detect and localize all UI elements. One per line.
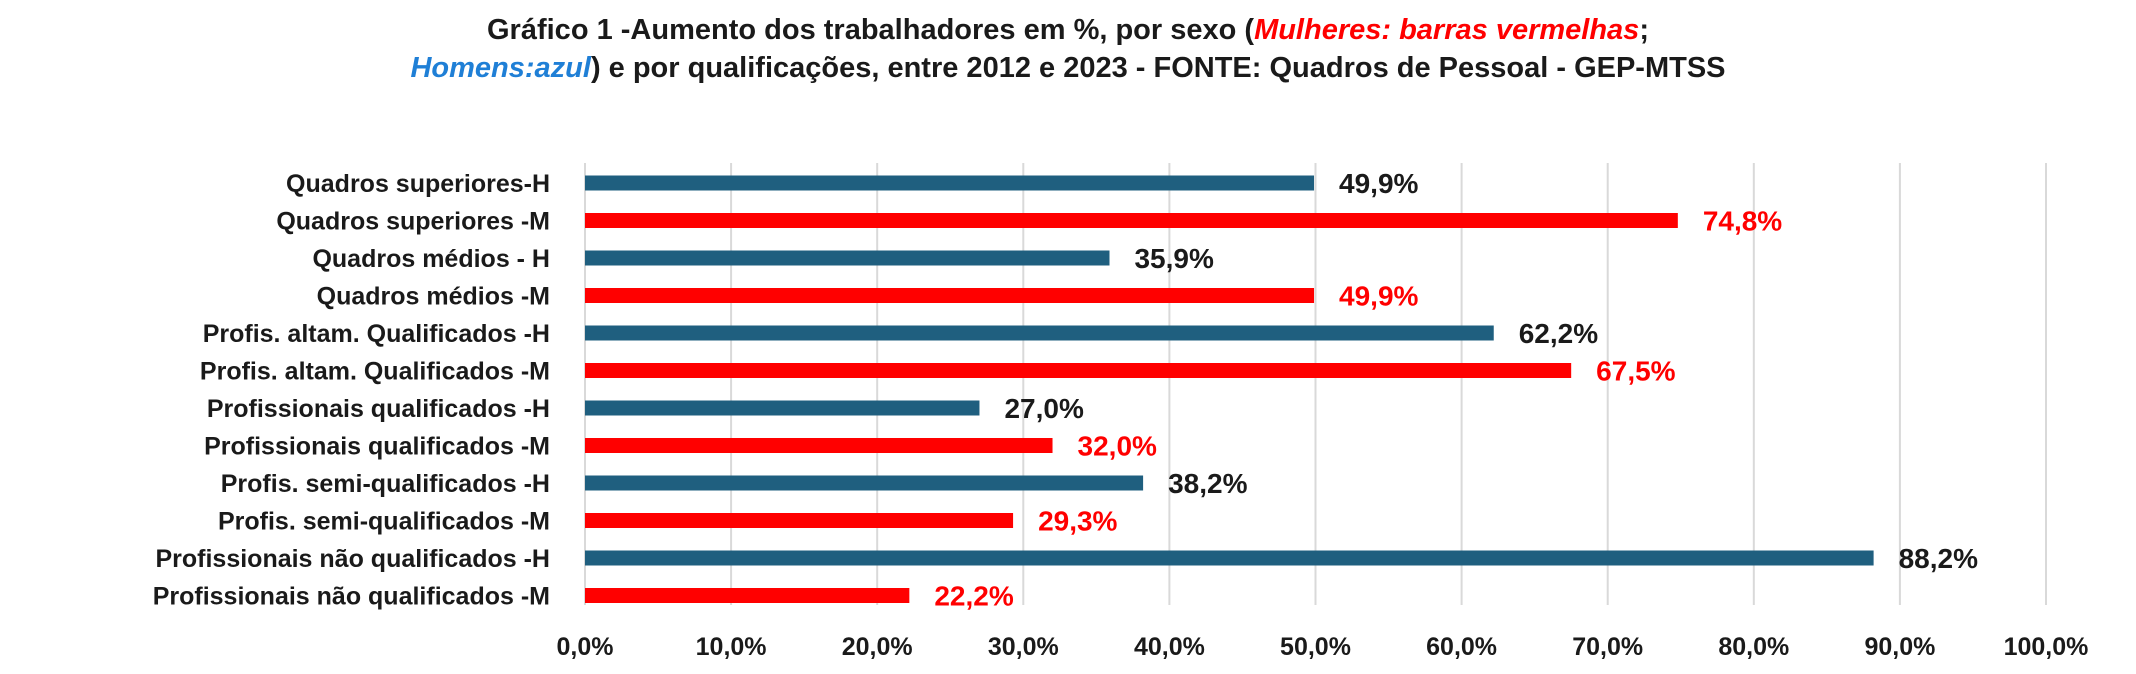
bar-homens bbox=[585, 250, 1110, 266]
category-label: Profissionais qualificados -M bbox=[204, 433, 550, 461]
data-label: 29,3% bbox=[1038, 506, 1117, 537]
category-label: Quadros superiores-H bbox=[286, 170, 550, 198]
category-label: Quadros médios - H bbox=[312, 245, 550, 273]
category-label: Profissionais não qualificados -H bbox=[155, 545, 550, 573]
category-label: Quadros médios -M bbox=[317, 283, 550, 311]
bar-mulheres bbox=[585, 213, 1678, 228]
bar-mulheres bbox=[585, 363, 1572, 378]
bar-homens bbox=[585, 475, 1144, 491]
x-tick-label: 0,0% bbox=[557, 633, 614, 661]
data-label: 32,0% bbox=[1078, 431, 1157, 462]
chart-title-line-1: Gráfico 1 -Aumento dos trabalhadores em … bbox=[0, 14, 2136, 47]
category-label: Quadros superiores -M bbox=[276, 208, 550, 236]
bar-homens bbox=[585, 325, 1494, 341]
data-label: 67,5% bbox=[1596, 356, 1675, 387]
data-label: 49,9% bbox=[1339, 281, 1418, 312]
data-label: 35,9% bbox=[1134, 243, 1213, 274]
data-label: 49,9% bbox=[1339, 168, 1418, 199]
category-label: Profis. altam. Qualificados -H bbox=[203, 320, 550, 348]
x-tick-label: 10,0% bbox=[696, 633, 767, 661]
x-tick-label: 80,0% bbox=[1718, 633, 1789, 661]
x-tick-label: 20,0% bbox=[842, 633, 913, 661]
x-tick-label: 50,0% bbox=[1280, 633, 1351, 661]
category-label: Profissionais qualificados -H bbox=[207, 395, 550, 423]
bar-homens bbox=[585, 175, 1315, 191]
chart-title-line-2: Homens:azul) e por qualificações, entre … bbox=[0, 52, 2136, 85]
category-label: Profis. semi-qualificados -H bbox=[221, 470, 550, 498]
category-label: Profis. semi-qualificados -M bbox=[218, 508, 550, 536]
category-label: Profis. altam. Qualificados -M bbox=[200, 358, 550, 386]
x-tick-label: 90,0% bbox=[1864, 633, 1935, 661]
category-label: Profissionais não qualificados -M bbox=[153, 583, 550, 611]
data-label: 27,0% bbox=[1004, 393, 1083, 424]
title-line1-suffix: ; bbox=[1639, 14, 1649, 46]
x-tick-label: 60,0% bbox=[1426, 633, 1497, 661]
bar-mulheres bbox=[585, 588, 910, 603]
data-label: 22,2% bbox=[934, 581, 1013, 612]
data-label: 74,8% bbox=[1703, 206, 1782, 237]
title-legend-homens: Homens:azul bbox=[410, 52, 591, 84]
title-line2-suffix: ) e por qualificações, entre 2012 e 2023… bbox=[590, 52, 1726, 84]
data-label: 62,2% bbox=[1519, 318, 1598, 349]
x-tick-label: 70,0% bbox=[1572, 633, 1643, 661]
title-prefix: Gráfico 1 -Aumento dos trabalhadores em … bbox=[487, 14, 1255, 46]
title-legend-mulheres: Mulheres: barras vermelhas bbox=[1254, 14, 1640, 46]
bar-mulheres bbox=[585, 513, 1014, 528]
data-label: 88,2% bbox=[1899, 543, 1978, 574]
bar-homens bbox=[585, 400, 980, 416]
x-tick-label: 40,0% bbox=[1134, 633, 1205, 661]
bar-mulheres bbox=[585, 438, 1053, 453]
x-tick-label: 100,0% bbox=[2004, 633, 2089, 661]
data-label: 38,2% bbox=[1168, 468, 1247, 499]
bar-homens bbox=[585, 550, 1874, 566]
bar-mulheres bbox=[585, 288, 1315, 303]
x-tick-label: 30,0% bbox=[988, 633, 1059, 661]
